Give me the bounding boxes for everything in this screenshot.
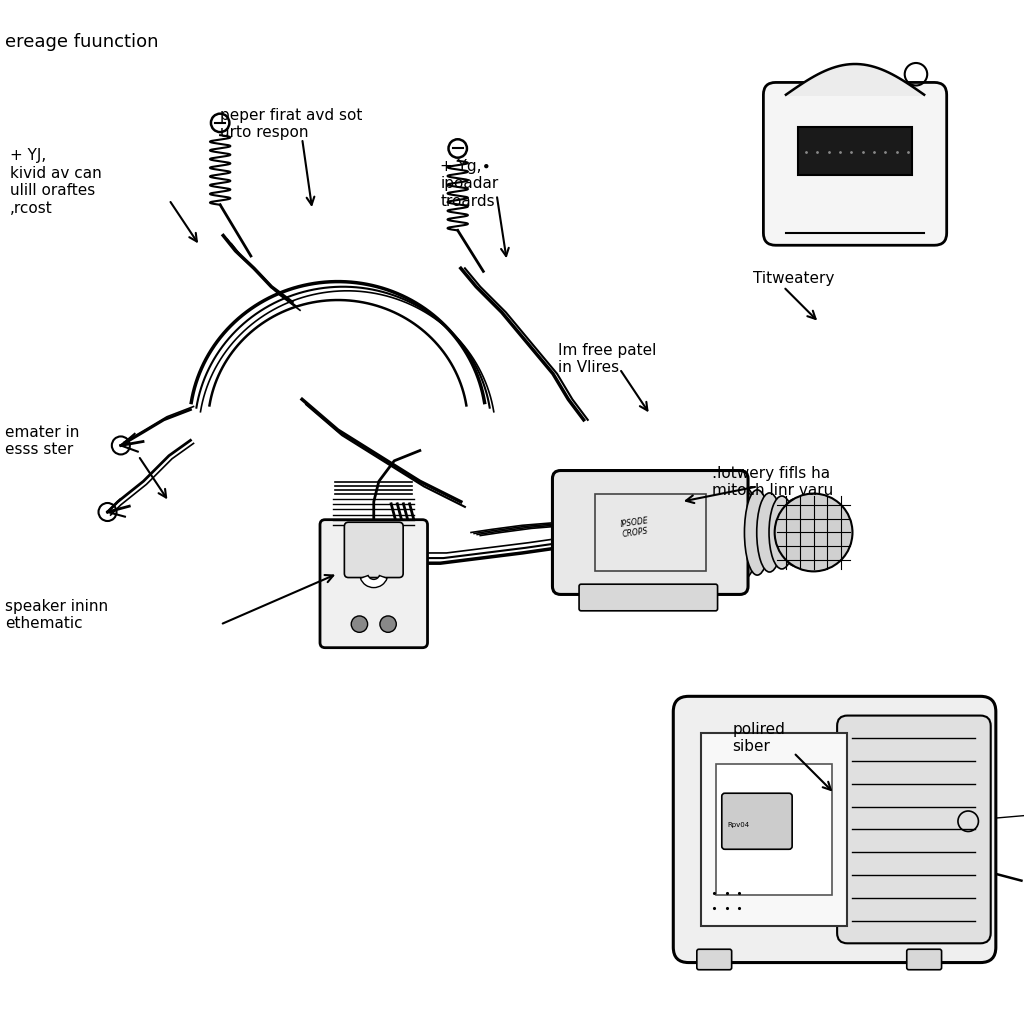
FancyBboxPatch shape: [906, 949, 941, 970]
Text: + YJ,
kivid av can
ulill oraftes
,rcost: + YJ, kivid av can ulill oraftes ,rcost: [10, 148, 102, 216]
Text: emater in
esss ster: emater in esss ster: [5, 425, 80, 458]
Bar: [716, 764, 833, 895]
Text: IPSODE
CROPS: IPSODE CROPS: [620, 516, 650, 539]
Bar: [798, 127, 912, 175]
Text: + Yg,∙
ipoadar
troards: + Yg,∙ ipoadar troards: [440, 159, 499, 209]
FancyBboxPatch shape: [722, 794, 793, 849]
Text: Titweatery: Titweatery: [753, 271, 834, 287]
Ellipse shape: [781, 499, 807, 566]
FancyBboxPatch shape: [763, 83, 946, 246]
Text: polired
siber: polired siber: [732, 722, 785, 755]
Ellipse shape: [744, 489, 770, 575]
Ellipse shape: [757, 493, 782, 572]
FancyBboxPatch shape: [319, 520, 428, 648]
FancyBboxPatch shape: [553, 471, 748, 594]
Ellipse shape: [732, 486, 758, 579]
Bar: [700, 733, 847, 926]
FancyBboxPatch shape: [344, 522, 403, 578]
Bar: [595, 494, 706, 571]
Ellipse shape: [769, 496, 795, 569]
Text: Rpv04: Rpv04: [727, 822, 749, 828]
Text: ereage fuunction: ereage fuunction: [5, 33, 159, 51]
Text: :lotwery fifls ha
mitoch linr varu: :lotwery fifls ha mitoch linr varu: [712, 466, 833, 499]
Text: Im free patel
in Vlires: Im free patel in Vlires: [558, 343, 656, 376]
Circle shape: [774, 494, 852, 571]
Circle shape: [351, 615, 368, 632]
FancyBboxPatch shape: [580, 584, 718, 610]
Text: speaker ininn
ethematic: speaker ininn ethematic: [5, 599, 109, 632]
FancyBboxPatch shape: [696, 949, 731, 970]
FancyBboxPatch shape: [674, 696, 995, 963]
FancyBboxPatch shape: [837, 716, 990, 943]
Wedge shape: [360, 575, 387, 588]
Circle shape: [380, 615, 396, 632]
Text: peper firat avd sot
urto respon: peper firat avd sot urto respon: [220, 108, 362, 140]
